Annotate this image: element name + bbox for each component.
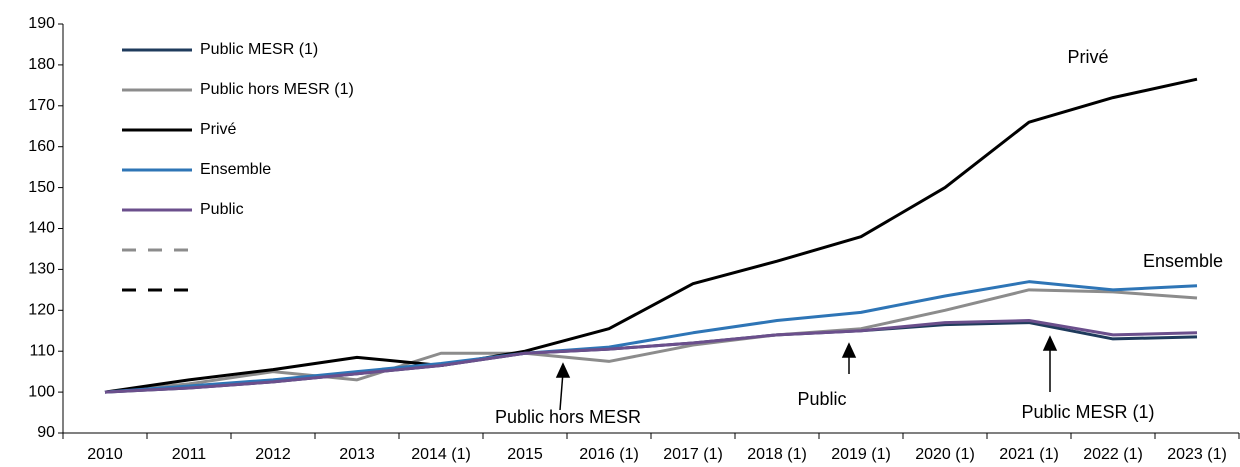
annotation: Public hors MESR (495, 407, 641, 427)
y-tick-label: 150 (28, 179, 55, 196)
y-tick-label: 90 (37, 424, 55, 441)
x-tick-label: 2013 (339, 446, 375, 463)
y-tick-label: 100 (28, 383, 55, 400)
y-tick-label: 180 (28, 56, 55, 73)
legend-label: Public hors MESR (1) (200, 81, 354, 98)
y-tick-label: 140 (28, 220, 55, 237)
x-tick-label: 2012 (255, 446, 291, 463)
x-tick-label: 2015 (507, 446, 543, 463)
legend-label: Public MESR (1) (200, 41, 318, 58)
arrows (555, 335, 1058, 411)
legend-label: Ensemble (200, 161, 271, 178)
x-tick-label: 2010 (87, 446, 123, 463)
x-tick-label: 2020 (1) (915, 446, 975, 463)
y-tick-label: 170 (28, 97, 55, 114)
x-tick-label: 2022 (1) (1083, 446, 1143, 463)
x-tick-label: 2016 (1) (579, 446, 639, 463)
series-line (104, 280, 1198, 394)
x-tick-label: 2011 (172, 446, 207, 463)
y-tick-label: 120 (28, 302, 55, 319)
series-line (104, 319, 1198, 394)
annotation: Public (797, 389, 846, 409)
x-tick-label: 2018 (1) (747, 446, 807, 463)
x-tick-label: 2021 (1) (999, 446, 1059, 463)
y-tick-label: 160 (28, 138, 55, 155)
annotation: Public MESR (1) (1021, 402, 1154, 422)
x-tick-label: 2019 (1) (831, 446, 891, 463)
series-line (104, 288, 1198, 394)
x-tick-label: 2014 (1) (411, 446, 471, 463)
x-tick-label: 2017 (1) (663, 446, 723, 463)
y-tick-label: 130 (28, 261, 55, 278)
legend-label: Public (200, 201, 244, 218)
y-tick-label: 190 (28, 15, 55, 32)
legend-label: Privé (200, 121, 237, 138)
x-tick-label: 2023 (1) (1167, 446, 1227, 463)
annotation: Privé (1067, 47, 1108, 67)
series-line (104, 77, 1198, 394)
y-tick-label: 110 (29, 342, 55, 359)
annotation: Ensemble (1143, 251, 1223, 271)
